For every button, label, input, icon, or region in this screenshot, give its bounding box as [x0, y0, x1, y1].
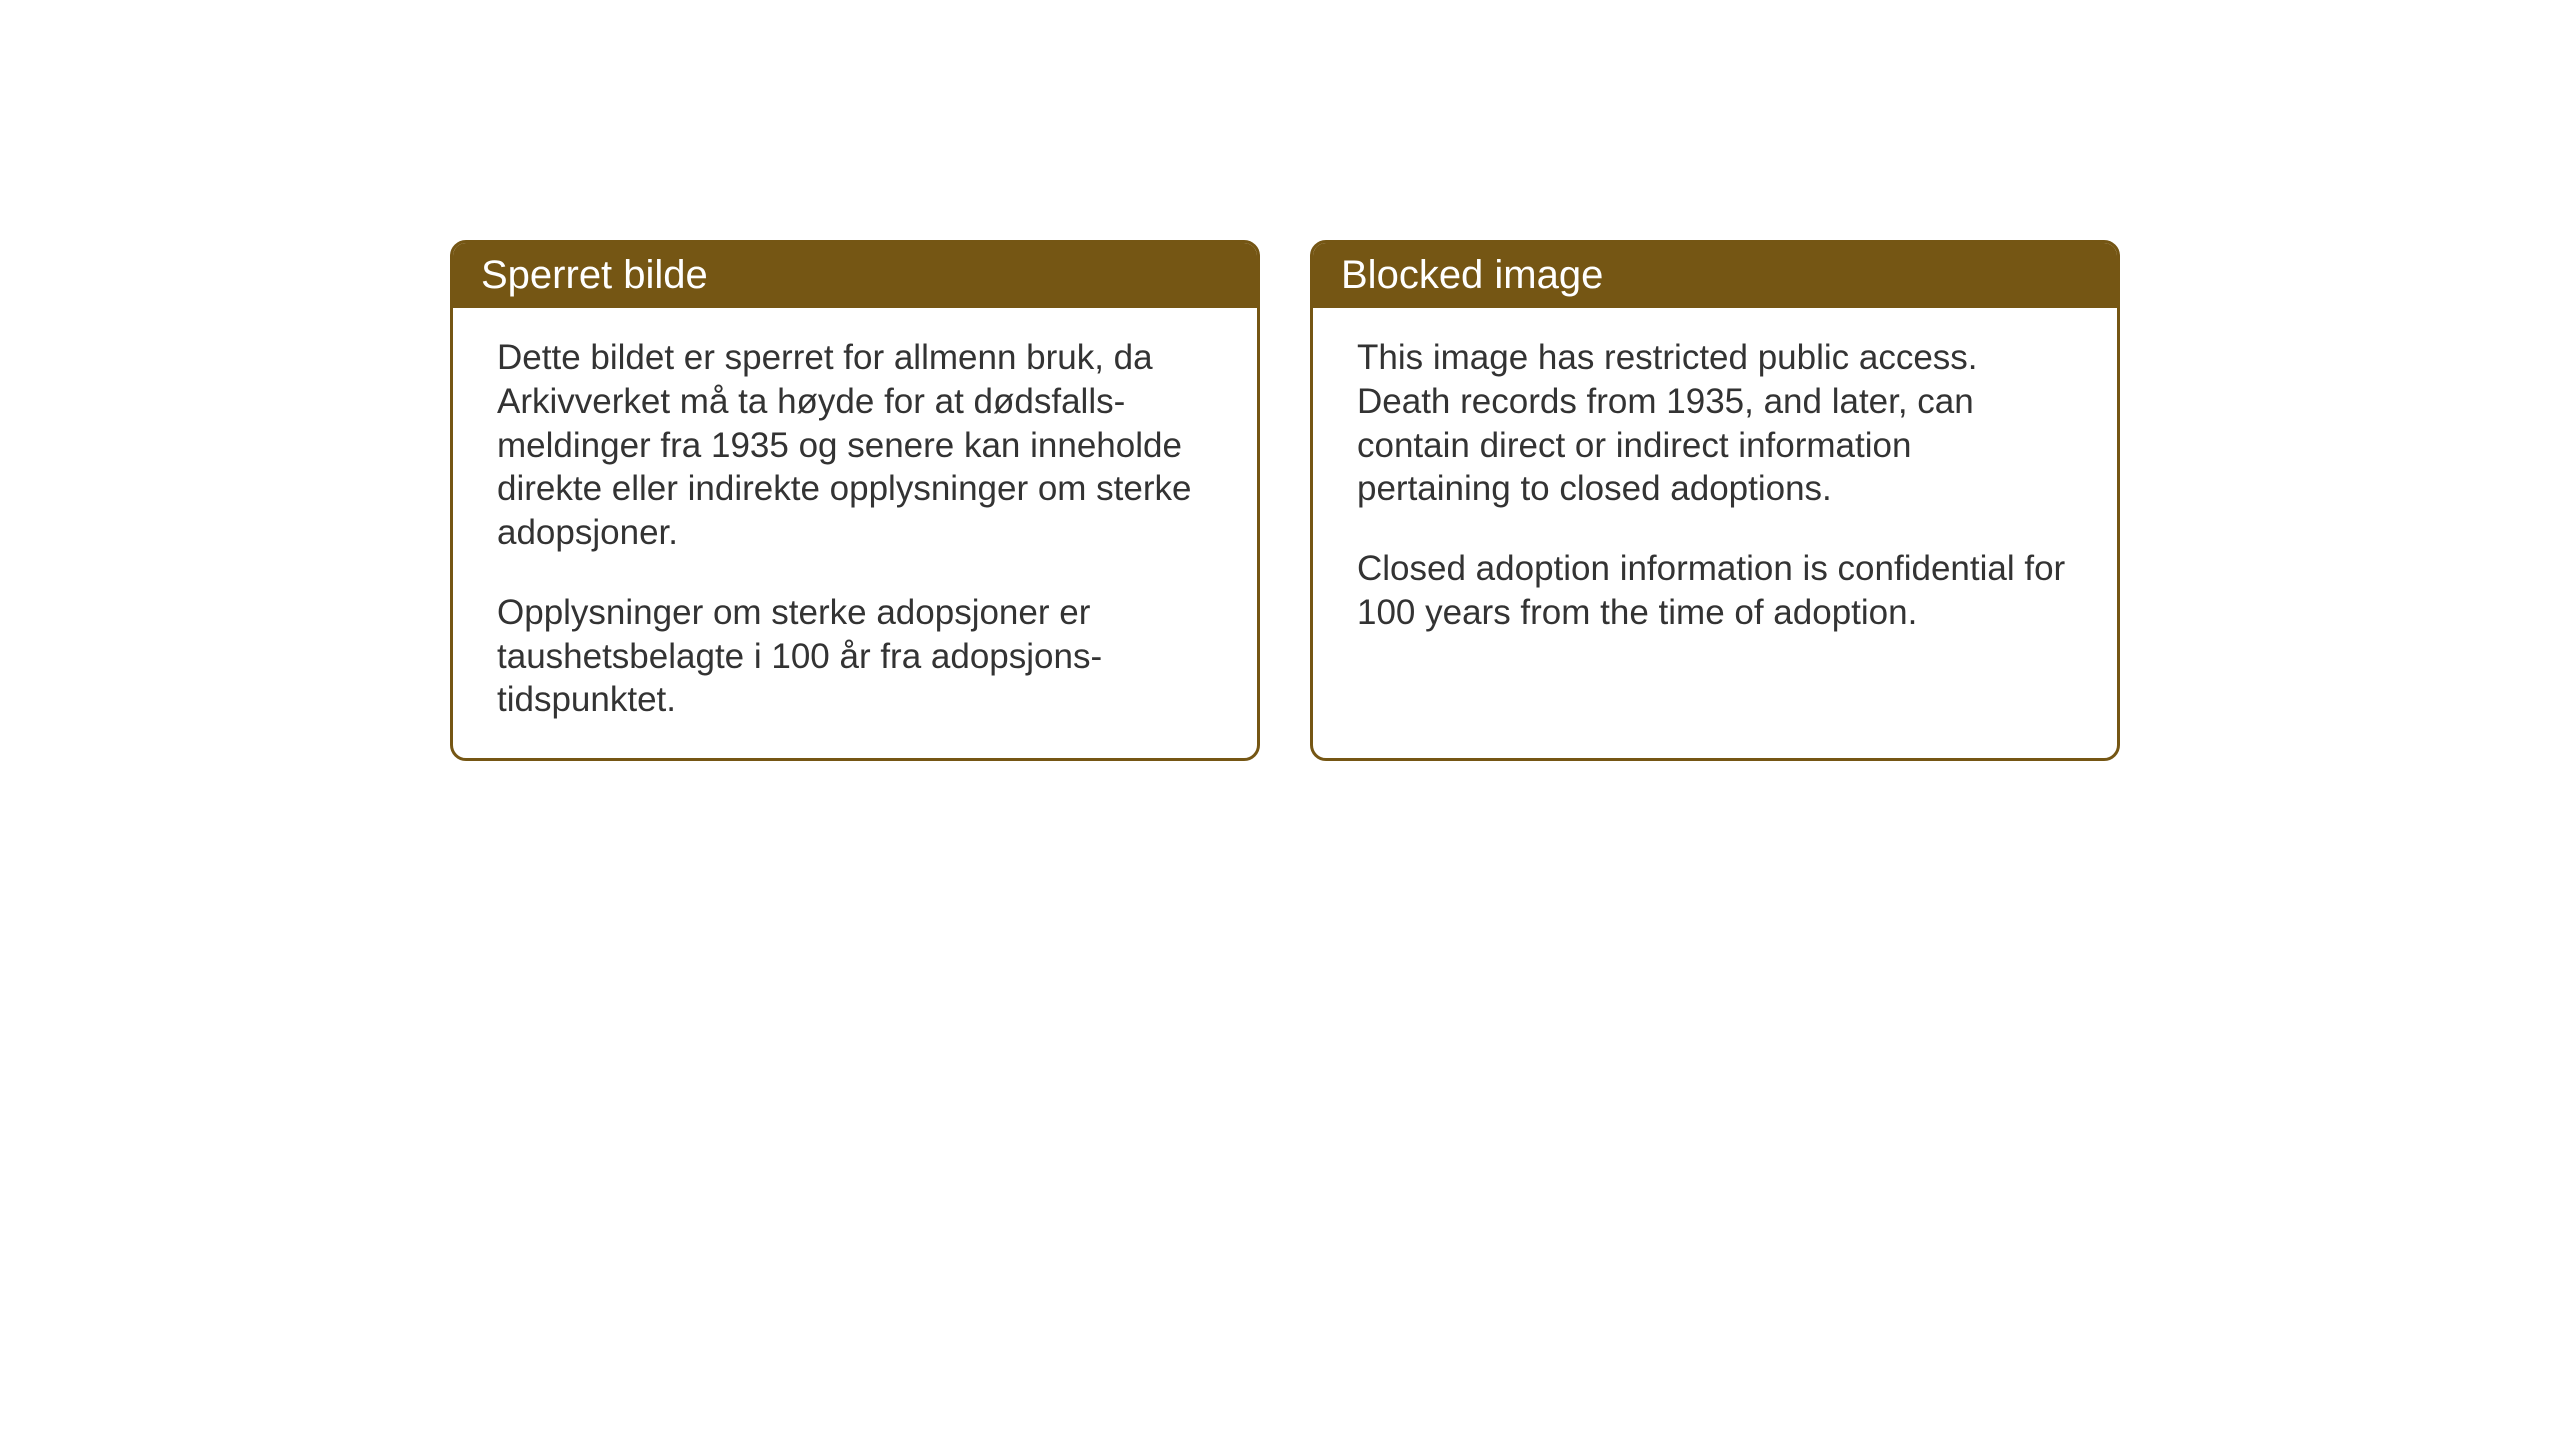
notice-body-norwegian: Dette bildet er sperret for allmenn bruk…	[453, 308, 1257, 758]
notice-paragraph-1-english: This image has restricted public access.…	[1357, 336, 2073, 511]
notice-paragraph-2-english: Closed adoption information is confident…	[1357, 547, 2073, 635]
notice-header-english: Blocked image	[1313, 243, 2117, 308]
notices-container: Sperret bilde Dette bildet er sperret fo…	[450, 240, 2120, 761]
notice-paragraph-2-norwegian: Opplysninger om sterke adopsjoner er tau…	[497, 591, 1213, 722]
notice-box-norwegian: Sperret bilde Dette bildet er sperret fo…	[450, 240, 1260, 761]
notice-header-norwegian: Sperret bilde	[453, 243, 1257, 308]
notice-box-english: Blocked image This image has restricted …	[1310, 240, 2120, 761]
notice-body-english: This image has restricted public access.…	[1313, 308, 2117, 728]
notice-paragraph-1-norwegian: Dette bildet er sperret for allmenn bruk…	[497, 336, 1213, 555]
